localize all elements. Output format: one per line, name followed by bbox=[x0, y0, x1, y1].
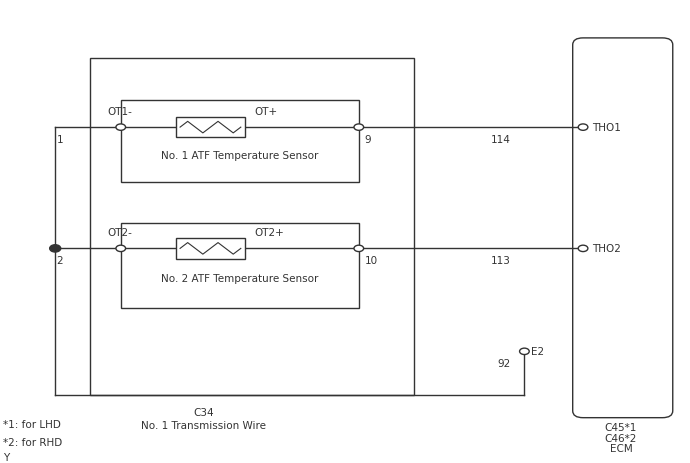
Text: 9: 9 bbox=[364, 135, 371, 144]
Text: OT2+: OT2+ bbox=[254, 227, 284, 238]
Text: 113: 113 bbox=[491, 256, 511, 266]
Circle shape bbox=[354, 125, 364, 131]
Text: 114: 114 bbox=[491, 135, 511, 144]
Text: 1: 1 bbox=[57, 135, 63, 144]
Circle shape bbox=[354, 246, 364, 252]
Bar bbox=[121, 100, 359, 182]
Circle shape bbox=[116, 125, 126, 131]
Circle shape bbox=[50, 245, 61, 252]
Bar bbox=[121, 224, 359, 308]
Text: E2: E2 bbox=[531, 347, 544, 357]
Text: THO1: THO1 bbox=[592, 123, 621, 133]
Text: OT1-: OT1- bbox=[107, 106, 132, 116]
Circle shape bbox=[578, 125, 588, 131]
Text: No. 2 ATF Temperature Sensor: No. 2 ATF Temperature Sensor bbox=[161, 274, 319, 283]
Bar bbox=[176, 118, 245, 138]
Text: *2: for RHD: *2: for RHD bbox=[3, 438, 63, 447]
Circle shape bbox=[520, 348, 529, 355]
Text: *1: for LHD: *1: for LHD bbox=[3, 419, 61, 429]
Text: Y: Y bbox=[3, 452, 10, 462]
Text: 92: 92 bbox=[497, 358, 511, 369]
Text: ECM: ECM bbox=[610, 444, 632, 453]
Text: 10: 10 bbox=[364, 256, 377, 266]
Text: C46*2: C46*2 bbox=[605, 433, 637, 443]
Text: No. 1 Transmission Wire: No. 1 Transmission Wire bbox=[141, 420, 266, 430]
FancyBboxPatch shape bbox=[573, 39, 673, 418]
Bar bbox=[176, 238, 245, 259]
Text: C45*1: C45*1 bbox=[605, 422, 637, 432]
Bar bbox=[90, 59, 414, 395]
Text: OT+: OT+ bbox=[254, 106, 277, 116]
Circle shape bbox=[578, 246, 588, 252]
Text: OT2-: OT2- bbox=[107, 227, 132, 238]
Text: THO2: THO2 bbox=[592, 244, 621, 254]
Text: C34: C34 bbox=[193, 407, 214, 417]
Text: 2: 2 bbox=[57, 256, 63, 266]
Text: No. 1 ATF Temperature Sensor: No. 1 ATF Temperature Sensor bbox=[161, 150, 319, 160]
Circle shape bbox=[116, 246, 126, 252]
